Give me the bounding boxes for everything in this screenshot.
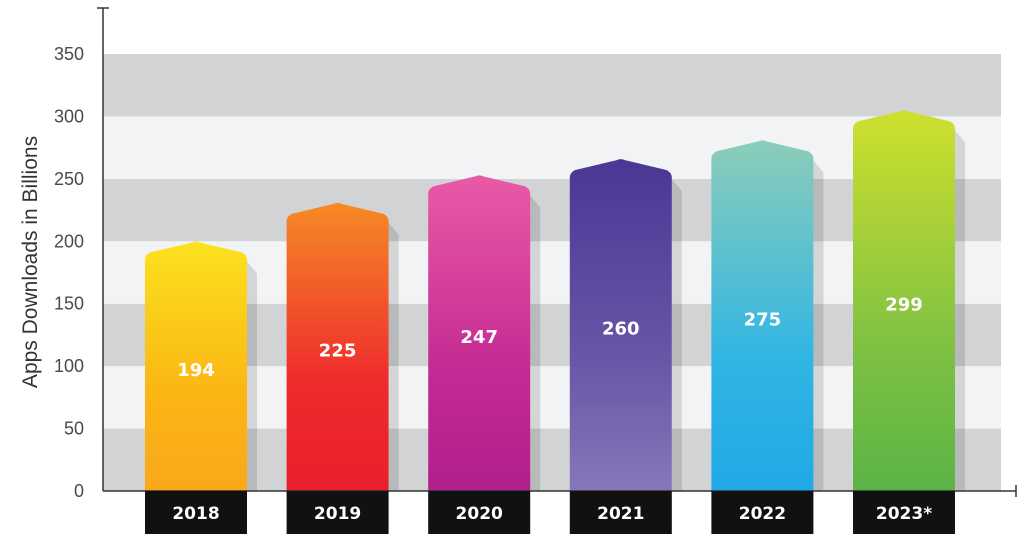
bar-value-label: 260 <box>602 319 640 340</box>
bar-shadow <box>530 195 541 492</box>
category-label-box <box>145 491 247 534</box>
x-tick-label: 2019 <box>314 504 361 524</box>
bar-value-label: 275 <box>744 309 782 330</box>
grid-band <box>103 428 1001 491</box>
bar-value-label: 225 <box>319 341 357 362</box>
bar-2020 <box>428 175 531 492</box>
y-tick-label: 150 <box>54 294 84 314</box>
x-tick-label: 2022 <box>739 504 786 524</box>
bar-value-label: 194 <box>177 360 215 381</box>
bar-shadow <box>247 261 257 491</box>
bar-shadow <box>813 160 824 491</box>
y-tick-label: 100 <box>54 356 84 376</box>
category-label-box <box>711 491 814 534</box>
bar-2018 <box>145 241 247 491</box>
x-tick-label: 2021 <box>597 504 644 524</box>
grid-band <box>103 54 1001 117</box>
x-tick-label: 2023* <box>876 504 932 524</box>
y-tick-labels: 0 50 100 150 200 250 300 350 <box>54 44 84 501</box>
x-tick-label: 2018 <box>172 504 219 524</box>
y-tick-label: 350 <box>54 44 84 64</box>
y-tick-label: 250 <box>54 169 84 189</box>
bar-2021 <box>569 159 672 491</box>
bar-shadow <box>671 179 682 491</box>
bar-value-label: 299 <box>885 294 923 315</box>
bar-value-label: 247 <box>460 327 498 348</box>
grid-band <box>103 241 1001 304</box>
grid-band <box>103 116 1001 179</box>
grid-band <box>103 366 1001 429</box>
bar-2022 <box>711 140 814 491</box>
bar-2023-estimate <box>853 110 955 492</box>
x-tick-label: 2020 <box>456 504 503 524</box>
y-axis-label: Apps Downloads in Billions <box>19 136 42 388</box>
category-label-box <box>286 491 389 534</box>
y-tick-label: 0 <box>74 481 84 501</box>
category-label-box <box>569 491 672 534</box>
category-labels: 2018 2019 2020 2021 2022 2023* <box>145 491 955 534</box>
y-tick-label: 300 <box>54 106 84 126</box>
grid-bands <box>103 54 1001 491</box>
grid-band <box>103 303 1001 367</box>
y-tick-label: 50 <box>64 419 84 439</box>
grid-band <box>103 178 1001 242</box>
bar-shadow <box>955 130 965 492</box>
category-label-box <box>853 491 955 534</box>
bar-shadow <box>388 222 399 492</box>
y-tick-label: 200 <box>54 231 84 251</box>
bars: 194 225 247 260 275 299 <box>145 110 965 492</box>
bar-2019 <box>286 202 389 492</box>
category-label-box <box>428 491 531 534</box>
